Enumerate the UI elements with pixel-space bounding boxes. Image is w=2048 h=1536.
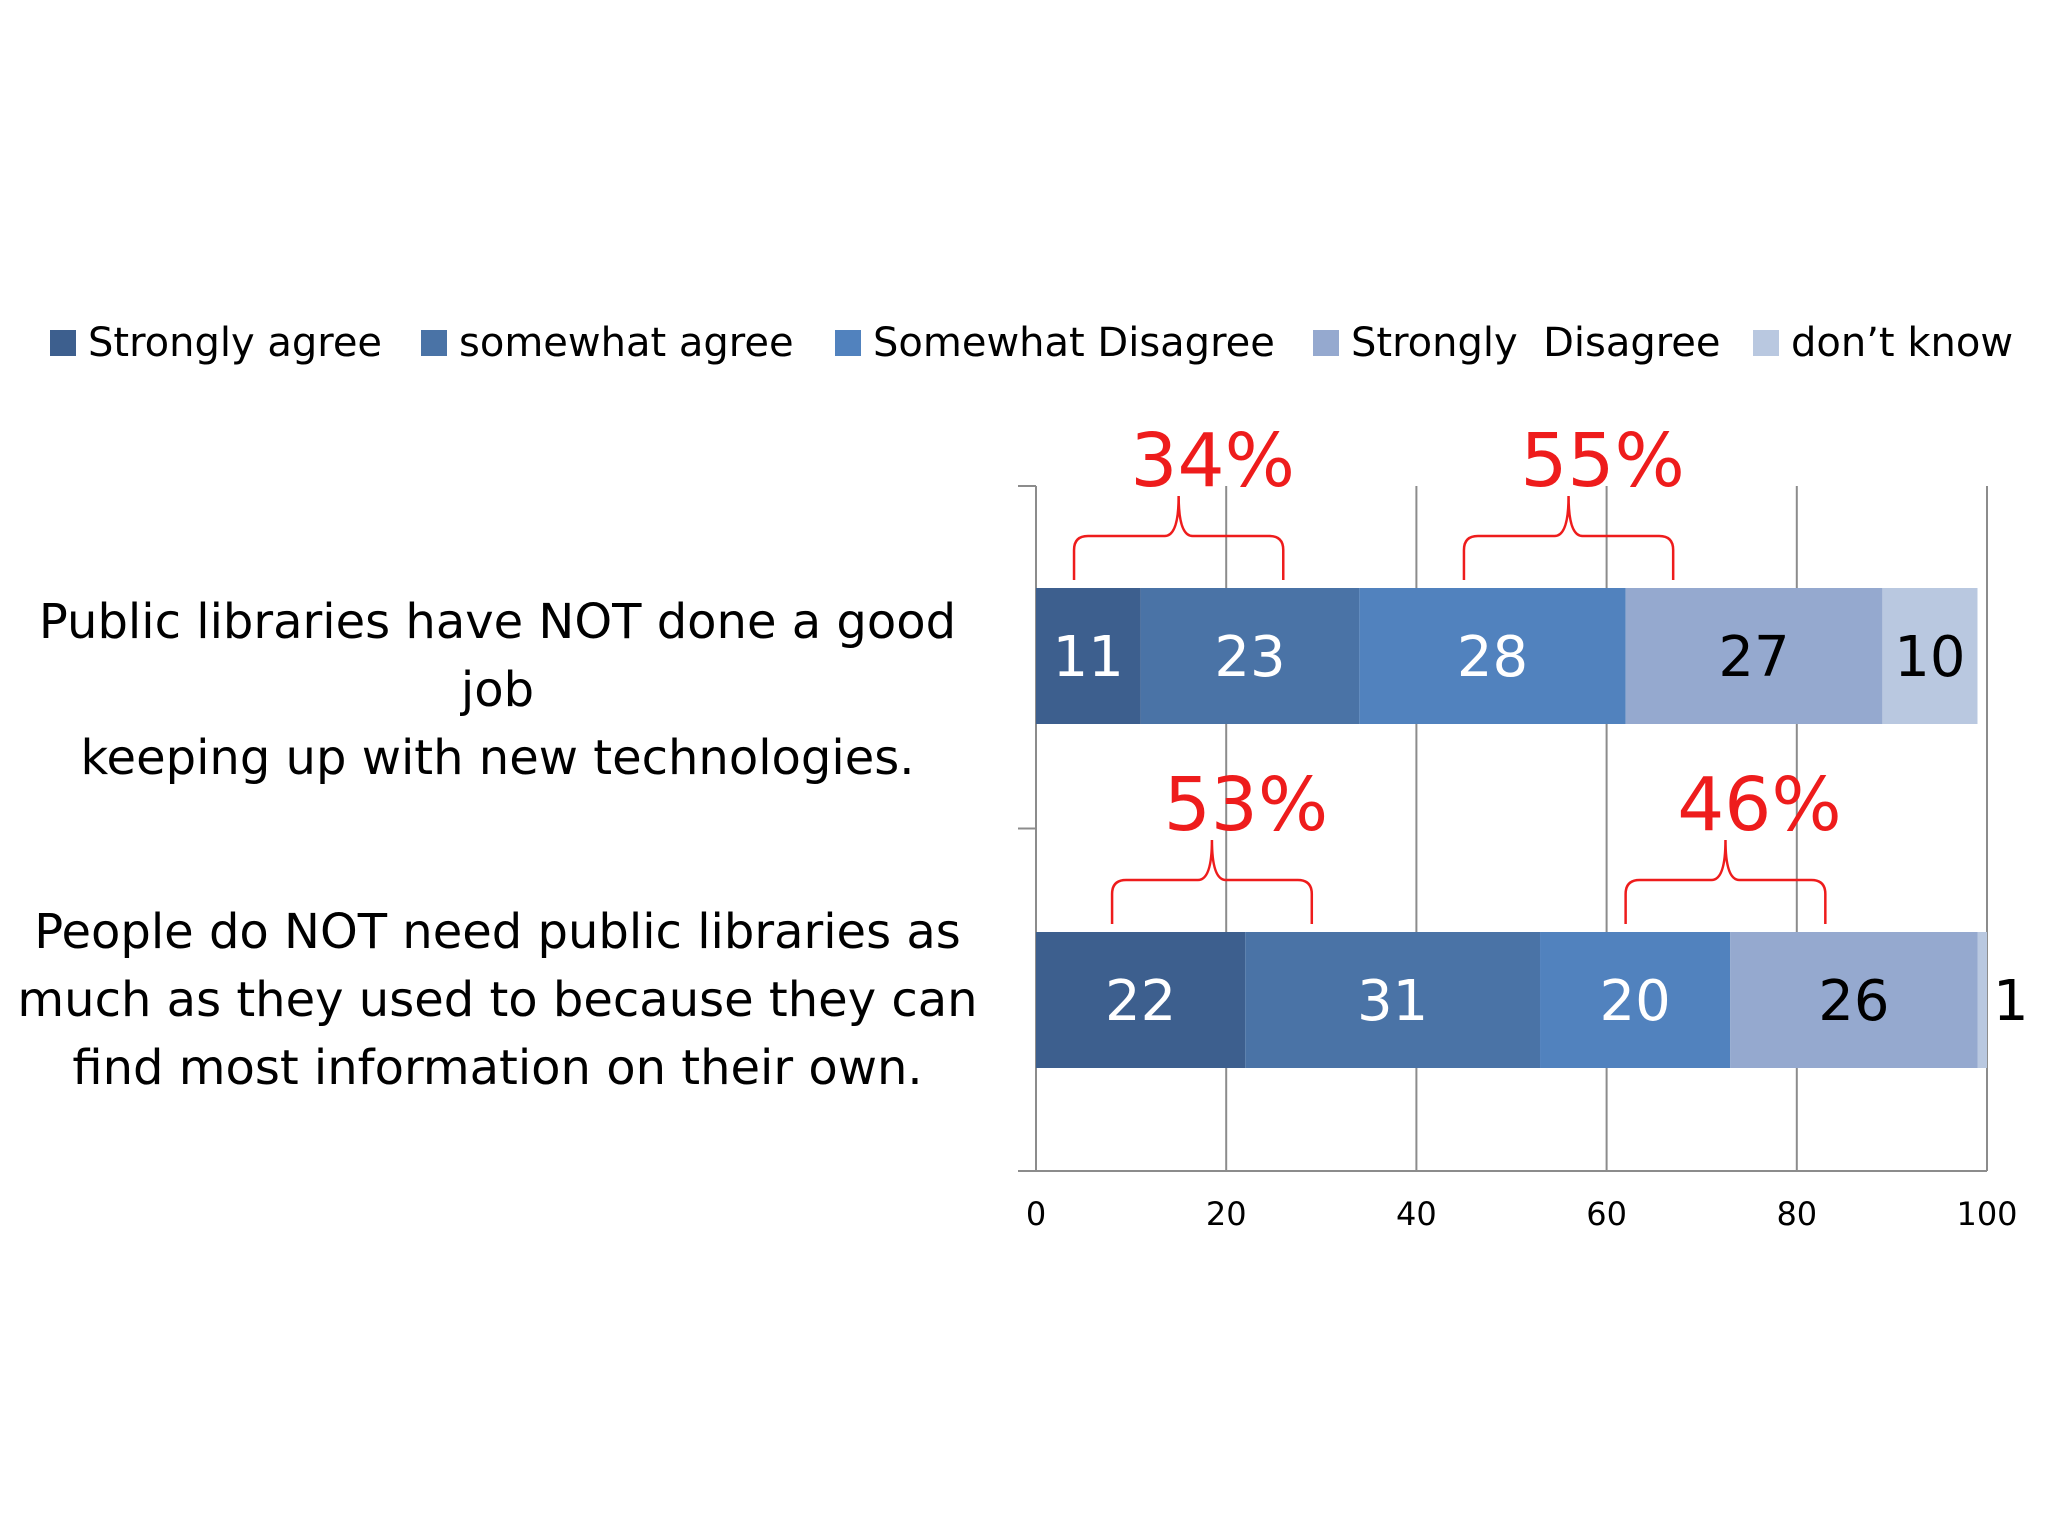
- legend-label-0: Strongly agree: [88, 320, 383, 366]
- x-tick-label-20: 20: [1206, 1195, 1247, 1233]
- category-label-1-line-1: much as they used to because they can: [17, 972, 978, 1028]
- data-label-c0-s3: 27: [1718, 625, 1789, 690]
- x-tick-label-100: 100: [1956, 1195, 2017, 1233]
- annotation-brace-1: [1462, 495, 1675, 580]
- data-label-c1-s2: 20: [1599, 969, 1670, 1034]
- legend-label-1: somewhat agree: [459, 320, 794, 366]
- bar-segment-c0-s4: [1882, 588, 1978, 724]
- category-label-1-line-2: find most information on their own.: [72, 1040, 923, 1096]
- legend-label-2: Somewhat Disagree: [873, 320, 1275, 366]
- category-label-1: People do NOT need public libraries as mu…: [10, 898, 985, 1102]
- bar-segment-c0-s2: [1359, 588, 1626, 724]
- data-label-c0-s4: 10: [1894, 625, 1965, 690]
- x-tick-label-40: 40: [1396, 1195, 1437, 1233]
- legend: Strongly agree somewhat agree Somewhat Dis…: [0, 318, 2048, 368]
- legend-item-4: don’t know: [1753, 318, 2013, 368]
- bar-segment-c1-s1: [1245, 932, 1541, 1068]
- annotation-label-0: 34%: [1130, 418, 1294, 504]
- x-tick-label-60: 60: [1586, 1195, 1627, 1233]
- legend-label-3: Strongly Disagree: [1351, 320, 1721, 366]
- category-label-0: Public libraries have NOT done a good jo…: [10, 588, 985, 792]
- bar-segment-c1-s4: [1977, 932, 1987, 1068]
- legend-item-2: Somewhat Disagree: [835, 318, 1275, 368]
- data-label-c0-s1: 23: [1214, 625, 1285, 690]
- data-label-c1-s0: 22: [1105, 969, 1176, 1034]
- bar-segment-c1-s3: [1730, 932, 1978, 1068]
- bar-segment-c0-s0: [1036, 588, 1141, 724]
- category-label-0-line-1: keeping up with new technologies.: [80, 730, 915, 786]
- x-tick-label-0: 0: [1026, 1195, 1046, 1233]
- annotation-brace-3: [1624, 839, 1827, 924]
- data-label-c0-s2: 28: [1457, 625, 1528, 690]
- annotation-label-1: 55%: [1520, 418, 1684, 504]
- legend-swatch-4: [1753, 330, 1779, 356]
- bar-segment-c0-s1: [1140, 588, 1360, 724]
- x-tick-label-80: 80: [1776, 1195, 1817, 1233]
- data-label-c1-s3: 26: [1818, 969, 1889, 1034]
- annotation-label-2: 53%: [1164, 762, 1328, 848]
- legend-swatch-3: [1313, 330, 1339, 356]
- data-label-c1-s4: 1: [1993, 969, 2029, 1034]
- bar-segment-c1-s0: [1036, 932, 1246, 1068]
- legend-label-4: don’t know: [1791, 320, 2014, 366]
- category-label-1-line-0: People do NOT need public libraries as: [34, 904, 961, 960]
- data-label-c1-s1: 31: [1357, 969, 1428, 1034]
- annotation-brace-2: [1110, 839, 1314, 924]
- category-label-0-line-0: Public libraries have NOT done a good jo…: [38, 594, 957, 718]
- legend-item-3: Strongly Disagree: [1313, 318, 1721, 368]
- legend-item-0: Strongly agree: [50, 318, 382, 368]
- legend-swatch-2: [835, 330, 861, 356]
- legend-swatch-0: [50, 330, 76, 356]
- bar-segment-c0-s3: [1625, 588, 1883, 724]
- data-label-c0-s0: 11: [1053, 625, 1124, 690]
- legend-swatch-1: [421, 330, 447, 356]
- annotation-brace-0: [1072, 495, 1285, 580]
- annotation-label-3: 46%: [1677, 762, 1841, 848]
- bar-segment-c1-s2: [1540, 932, 1731, 1068]
- legend-item-1: somewhat agree: [421, 318, 794, 368]
